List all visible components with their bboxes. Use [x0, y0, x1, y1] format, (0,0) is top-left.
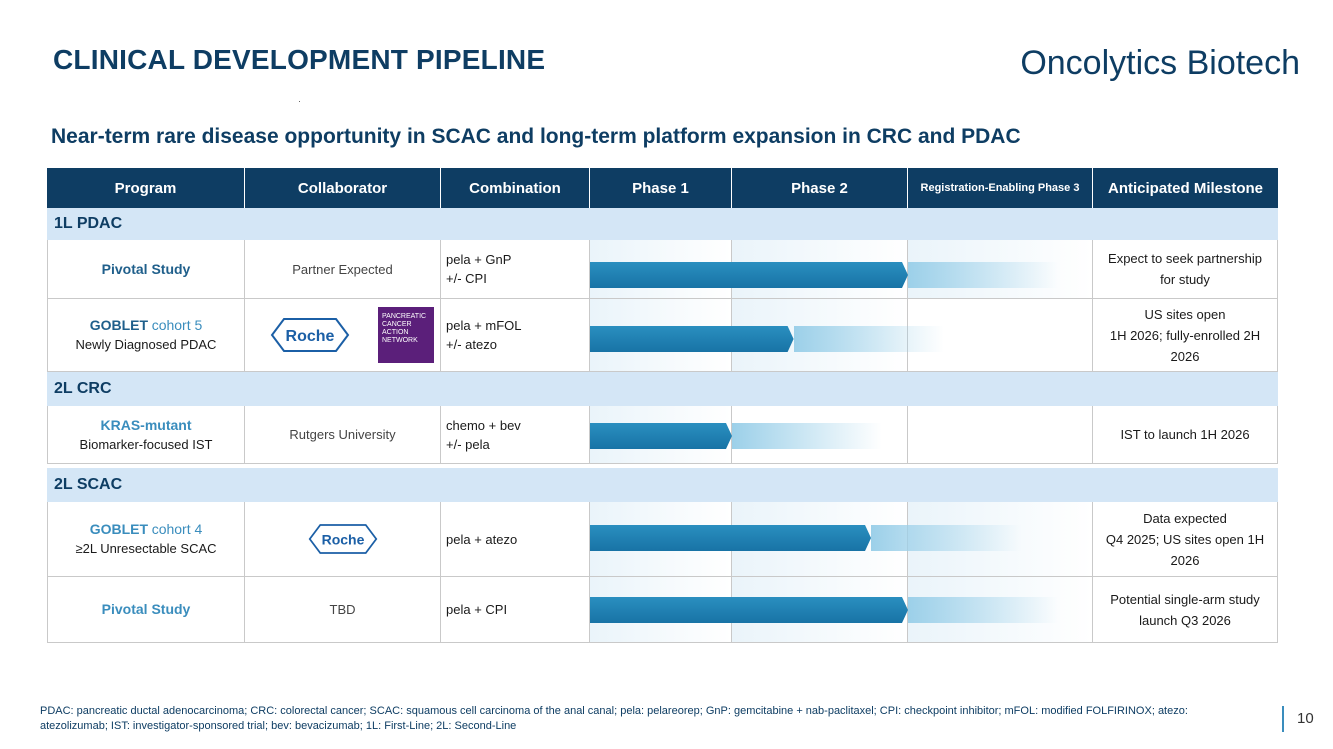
table-row: KRAS-mutant Biomarker-focused IST Rutger… [47, 406, 1278, 464]
program-cell: GOBLET cohort 4 ≥2L Unresectable SCAC [47, 502, 245, 576]
program-cell: KRAS-mutant Biomarker-focused IST [47, 406, 245, 463]
combination-cell: pela + CPI [441, 577, 590, 642]
program-name: KRAS-mutant [100, 416, 192, 433]
progress-bar-solid [590, 423, 732, 449]
progress-bar-fade [732, 423, 882, 449]
page-number-divider [1282, 706, 1284, 732]
pancan-logo-line: CANCER [382, 321, 412, 328]
progress-bar [590, 423, 882, 449]
footnote-abbreviations: PDAC: pancreatic ductal adenocarcinoma; … [40, 705, 1188, 732]
pipeline-table: Program Collaborator Combination Phase 1… [47, 168, 1278, 643]
header-program: Program [47, 168, 245, 208]
milestone-cell: US sites open 1H 2026; fully-enrolled 2H 2… [1093, 299, 1278, 371]
milestone-line: Potential single-arm study [1110, 591, 1260, 607]
roche-logo-text: Roche [321, 531, 364, 547]
table-row: Pivotal Study Partner Expected pela + Gn… [47, 240, 1278, 299]
milestone-line: Data expected [1143, 510, 1227, 526]
program-subtitle: ≥2L Unresectable SCAC [75, 541, 217, 556]
program-subtitle: Newly Diagnosed PDAC [75, 337, 217, 352]
progress-bar-solid [590, 525, 871, 551]
progress-bar-solid [590, 597, 908, 623]
program-name: GOBLET [89, 317, 149, 333]
combination-line: pela + GnP [446, 252, 512, 267]
table-row: Pivotal Study TBD pela + CPI Potential s… [47, 577, 1278, 643]
stray-dot [299, 101, 300, 102]
phase3-cell [908, 299, 1093, 371]
combination-line: +/- pela [446, 436, 490, 452]
pancan-logo-line: ACTION [382, 329, 409, 336]
combination-line: chemo + bev [446, 417, 521, 433]
progress-bar [590, 262, 1058, 288]
page-subtitle: Near-term rare disease opportunity in SC… [51, 125, 1021, 148]
section-2l-crc: 2L CRC [47, 372, 1278, 406]
progress-bar-fade [908, 597, 1058, 623]
pancan-logo-line: NETWORK [382, 337, 418, 344]
combination-line: +/- CPI [446, 271, 487, 286]
pancan-logo-line: PANCREATIC [382, 313, 427, 320]
combination-cell: pela + atezo [441, 502, 590, 576]
program-cell: Pivotal Study [47, 240, 245, 298]
collaborator-cell: Partner Expected [245, 240, 441, 298]
program-cell: Pivotal Study [47, 577, 245, 642]
milestone-line: 2026 [1170, 552, 1200, 568]
program-cell: GOBLET cohort 5 Newly Diagnosed PDAC [47, 299, 245, 371]
program-subtitle: Biomarker-focused IST [79, 436, 213, 452]
collaborator-cell: Roche PANCREATIC CANCER ACTION NETWORK [245, 299, 441, 371]
milestone-line: US sites open [1144, 306, 1226, 322]
header-collaborator: Collaborator [245, 168, 441, 208]
combination-line: pela + mFOL [446, 318, 522, 333]
collaborator-cell: Rutgers University [245, 406, 441, 463]
table-row: GOBLET cohort 5 Newly Diagnosed PDAC Roc… [47, 299, 1278, 372]
progress-bar [590, 597, 1058, 623]
progress-bar [590, 326, 944, 352]
collaborator-cell: TBD [245, 577, 441, 642]
phase2-cell [732, 406, 908, 463]
progress-bar-fade [793, 326, 944, 352]
milestone-line: Q4 2025; US sites open 1H [1105, 531, 1265, 547]
table-row: GOBLET cohort 4 ≥2L Unresectable SCAC Ro… [47, 502, 1278, 577]
roche-logo: Roche [270, 317, 350, 353]
program-name: GOBLET [89, 521, 149, 537]
combination-cell: chemo + bev +/- pela [441, 406, 590, 463]
phase3-cell [908, 406, 1093, 463]
combination-cell: pela + mFOL +/- atezo [441, 299, 590, 371]
combination-cell: pela + GnP +/- CPI [441, 240, 590, 298]
header-phase3: Registration-Enabling Phase 3 [908, 168, 1093, 208]
program-cohort: cohort 5 [151, 317, 203, 333]
milestone-cell: Potential single-arm study launch Q3 2026 [1093, 577, 1278, 642]
program-cohort: cohort 4 [151, 521, 203, 537]
progress-bar-fade [871, 525, 1022, 551]
milestone-cell: IST to launch 1H 2026 [1093, 406, 1278, 463]
roche-logo: Roche [303, 521, 383, 557]
milestone-line: 2026 [1170, 348, 1200, 364]
section-2l-scac: 2L SCAC [47, 468, 1278, 502]
milestone-cell: Data expected Q4 2025; US sites open 1H 20… [1093, 502, 1278, 576]
milestone-cell: Expect to seek partnership for study [1093, 240, 1278, 298]
header-milestone: Anticipated Milestone [1093, 168, 1278, 208]
progress-bar-fade [908, 262, 1058, 288]
progress-bar-solid [590, 326, 794, 352]
progress-bar [590, 525, 1022, 551]
milestone-line: for study [1160, 272, 1210, 287]
page-title: CLINICAL DEVELOPMENT PIPELINE [53, 44, 546, 75]
program-name: Pivotal Study [101, 260, 191, 277]
combination-line: +/- atezo [446, 337, 497, 352]
pancan-logo: PANCREATIC CANCER ACTION NETWORK [378, 307, 434, 363]
header-phase1: Phase 1 [590, 168, 732, 208]
collaborator-cell: Roche [245, 502, 441, 576]
milestone-line: Expect to seek partnership [1108, 251, 1262, 266]
milestone-line: launch Q3 2026 [1139, 612, 1231, 628]
program-name: Pivotal Study [101, 601, 191, 617]
company-name: Oncolytics Biotech [1020, 44, 1300, 82]
progress-bar-solid [590, 262, 908, 288]
header-combination: Combination [441, 168, 590, 208]
milestone-line: 1H 2026; fully-enrolled 2H [1109, 327, 1261, 343]
roche-logo-text: Roche [286, 328, 335, 345]
section-1l-pdac: 1L PDAC [47, 208, 1278, 240]
header-phase2: Phase 2 [732, 168, 908, 208]
page-number: 10 [1297, 710, 1314, 727]
